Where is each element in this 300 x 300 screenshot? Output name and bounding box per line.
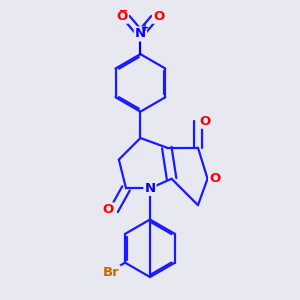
Text: N: N <box>144 182 156 195</box>
Text: +: + <box>141 23 149 33</box>
Text: O: O <box>200 115 211 128</box>
Text: O: O <box>117 10 128 23</box>
Text: O: O <box>209 172 220 185</box>
Text: Br: Br <box>103 266 119 279</box>
Text: O: O <box>103 203 114 216</box>
Text: O: O <box>153 10 164 23</box>
Text: −: − <box>119 6 128 16</box>
Text: N: N <box>135 28 146 40</box>
